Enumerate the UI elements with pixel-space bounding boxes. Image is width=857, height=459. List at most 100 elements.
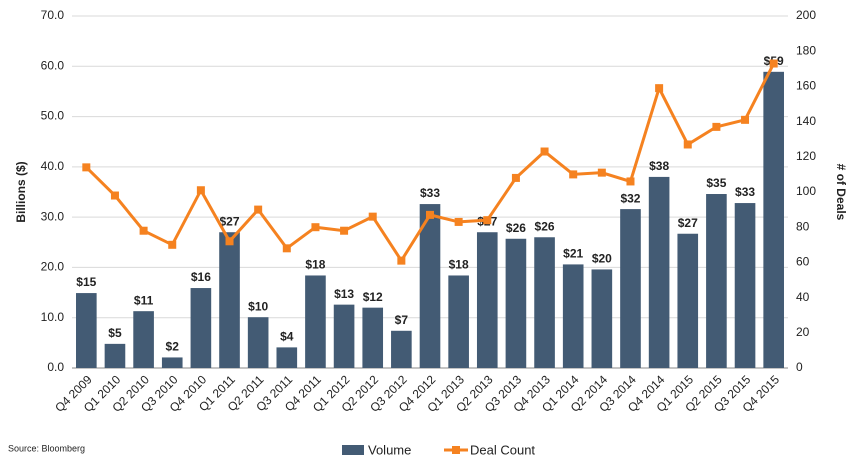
- y-tick-label: 30.0: [41, 209, 65, 223]
- value-label: $4: [280, 330, 294, 344]
- bar: [677, 233, 699, 368]
- bar: [505, 238, 527, 368]
- y2-tick-label: 40: [796, 290, 810, 304]
- legend-swatch: [342, 445, 364, 455]
- value-label: $33: [420, 186, 440, 200]
- bar: [706, 194, 727, 368]
- y-tick-label: 40.0: [41, 159, 65, 173]
- bar: [247, 317, 269, 368]
- bar: [562, 264, 584, 368]
- bar: [362, 307, 384, 368]
- y2-tick-label: 60: [796, 255, 810, 269]
- value-label: $7: [395, 313, 409, 327]
- bar: [763, 71, 784, 369]
- line-marker: [225, 237, 234, 246]
- y-axis-title: Billions ($): [14, 161, 28, 222]
- line-marker: [311, 223, 320, 232]
- value-label: $21: [563, 247, 583, 261]
- value-label: $12: [363, 290, 383, 304]
- value-label: $27: [678, 216, 698, 230]
- line-marker: [712, 122, 721, 131]
- bar: [333, 304, 355, 368]
- line-marker: [340, 226, 349, 235]
- bar: [534, 237, 555, 368]
- value-label: $5: [108, 326, 122, 340]
- y2-tick-label: 80: [796, 219, 810, 233]
- line-marker: [540, 147, 549, 156]
- bar: [391, 330, 412, 368]
- bar: [734, 203, 756, 368]
- bar: [591, 269, 613, 368]
- value-label: $18: [449, 258, 469, 272]
- value-label: $18: [305, 258, 325, 272]
- bar: [419, 204, 441, 368]
- value-label: $20: [592, 252, 612, 266]
- legend-label: Deal Count: [470, 442, 535, 457]
- y-tick-label: 60.0: [41, 58, 65, 72]
- y2-tick-label: 160: [796, 79, 816, 93]
- line-marker: [282, 244, 291, 253]
- line-marker: [454, 217, 463, 226]
- value-label: $26: [535, 219, 555, 233]
- y2-axis-title: # of Deals: [834, 164, 848, 221]
- bar: [219, 232, 240, 368]
- legend-swatch: [452, 446, 460, 454]
- line-marker: [741, 115, 750, 124]
- line-marker: [82, 163, 91, 172]
- y2-tick-label: 140: [796, 114, 816, 128]
- y2-tick-label: 180: [796, 43, 816, 57]
- y-tick-label: 70.0: [41, 8, 65, 22]
- line-marker: [655, 84, 664, 93]
- line-marker: [139, 226, 148, 235]
- bar: [161, 357, 183, 368]
- value-label: $11: [134, 293, 154, 307]
- legend-label: Volume: [368, 442, 411, 457]
- line-marker: [511, 173, 520, 182]
- bar: [620, 209, 641, 368]
- value-label: $32: [620, 191, 640, 205]
- value-label: $35: [706, 176, 726, 190]
- y2-tick-label: 120: [796, 149, 816, 163]
- value-label: $16: [191, 270, 211, 284]
- line-marker: [483, 216, 492, 225]
- bar: [133, 311, 154, 368]
- line-marker: [168, 240, 177, 249]
- line-marker: [569, 170, 578, 179]
- line-marker: [254, 205, 263, 214]
- line-marker: [769, 59, 778, 68]
- bar: [448, 275, 469, 368]
- value-label: $10: [248, 299, 268, 313]
- y2-tick-label: 20: [796, 325, 810, 339]
- bar: [476, 232, 498, 368]
- y2-tick-label: 100: [796, 184, 816, 198]
- line-marker: [196, 186, 205, 195]
- bar: [305, 275, 326, 368]
- value-label: $26: [506, 221, 526, 235]
- y-tick-label: 10.0: [41, 310, 65, 324]
- y-tick-label: 50.0: [41, 109, 65, 123]
- value-label: $2: [166, 340, 180, 354]
- y2-tick-label: 200: [796, 8, 816, 22]
- value-label: $15: [76, 275, 96, 289]
- line-marker: [110, 191, 119, 200]
- y-tick-label: 0.0: [47, 360, 64, 374]
- value-label: $13: [334, 287, 354, 301]
- line-marker: [426, 210, 434, 219]
- value-label: $33: [735, 185, 755, 199]
- line-marker: [626, 177, 635, 186]
- bar: [76, 293, 97, 368]
- bar: [190, 288, 212, 368]
- value-label: $27: [220, 214, 240, 228]
- value-label: $38: [649, 159, 669, 173]
- y-tick-label: 20.0: [41, 260, 65, 274]
- bar: [648, 176, 670, 368]
- line-marker: [397, 256, 406, 265]
- line-marker: [597, 168, 606, 177]
- line-marker: [368, 212, 377, 221]
- source-note: Source: Bloomberg: [8, 443, 85, 453]
- y2-tick-label: 0: [796, 360, 803, 374]
- bar: [104, 343, 126, 368]
- bar: [276, 347, 298, 368]
